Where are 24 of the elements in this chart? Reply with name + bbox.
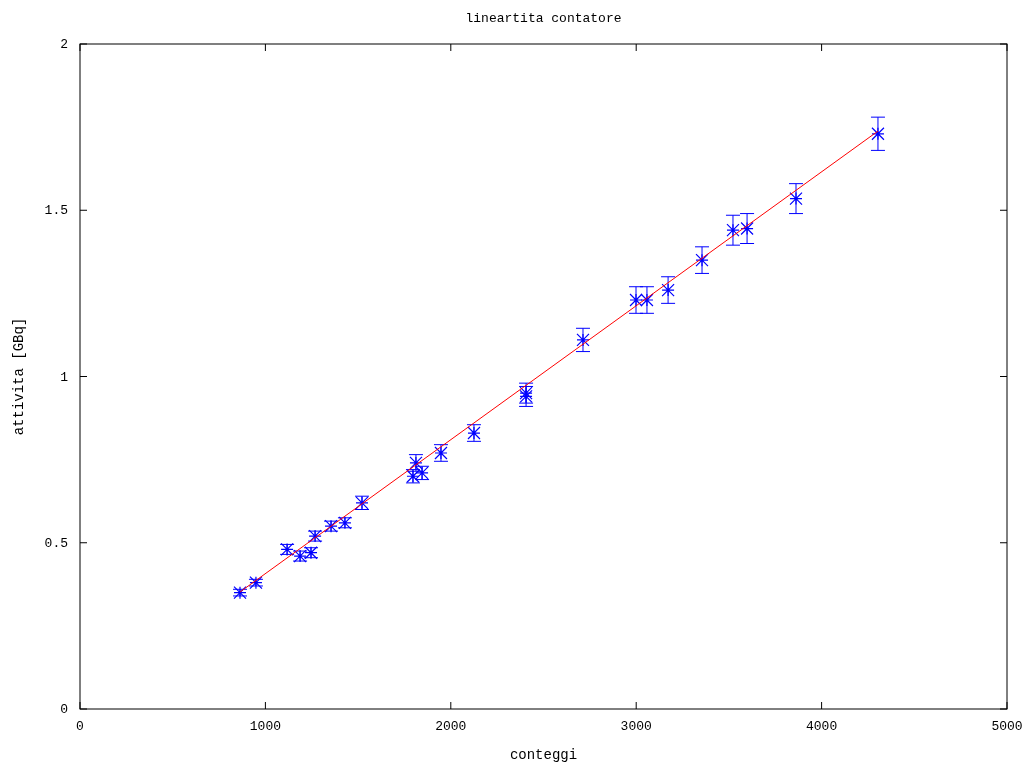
point <box>695 253 709 267</box>
y-tick-label: 1 <box>60 369 69 385</box>
y-tick-label: 0 <box>60 702 68 717</box>
y-tick-label: 2 <box>60 37 68 52</box>
y-tick-label: 0.5 <box>44 535 68 551</box>
x-tick-label: 1000 <box>249 719 282 734</box>
point <box>249 576 263 590</box>
point <box>661 283 675 297</box>
y-axis-title: attivita [GBq] <box>11 317 27 436</box>
point <box>629 293 643 307</box>
x-tick-label: 0 <box>76 719 84 734</box>
point <box>740 221 754 236</box>
point <box>789 192 803 206</box>
x-tick-label: 4000 <box>805 719 838 734</box>
x-tick-label: 3000 <box>620 719 652 734</box>
point <box>726 223 740 237</box>
x-tick-label: 2000 <box>435 719 467 734</box>
y-tick-label: 1.5 <box>44 203 68 219</box>
point <box>576 333 590 347</box>
x-axis-title: conteggi <box>509 747 578 763</box>
point <box>640 293 654 307</box>
chart-title: lineartita contatore <box>465 11 622 26</box>
x-tick-label: 5000 <box>991 719 1023 734</box>
point <box>871 127 885 141</box>
